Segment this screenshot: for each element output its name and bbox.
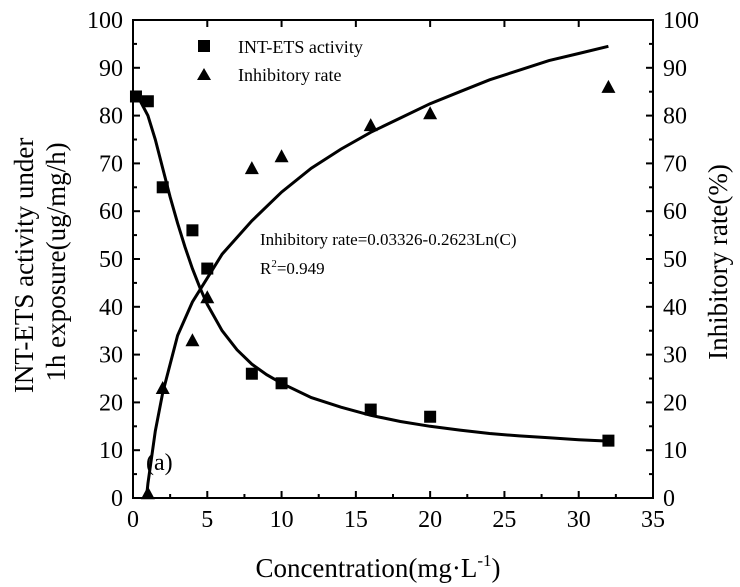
- left-y-tick-label: 30: [99, 343, 123, 369]
- int-ets-point: [141, 95, 154, 108]
- right-y-tick-label: 70: [663, 151, 687, 177]
- int-ets-point: [424, 410, 437, 423]
- right-y-tick-label: 60: [663, 199, 687, 225]
- inhibitory-rate-point: [200, 290, 215, 304]
- int-ets-point: [186, 224, 199, 237]
- legend-label-inhibitory-rate: Inhibitory rate: [238, 65, 341, 85]
- x-tick-label: 35: [641, 507, 665, 533]
- left-y-tick-label: 0: [111, 486, 123, 512]
- x-tick-label: 0: [127, 507, 139, 533]
- plot-frame: [132, 19, 654, 499]
- right-y-tick-label: 0: [663, 486, 675, 512]
- x-tick-label: 10: [270, 507, 294, 533]
- int-ets-point: [156, 181, 169, 194]
- panel-label: (a): [146, 450, 173, 476]
- left-y-tick-label: 20: [99, 390, 123, 416]
- left-y-tick-label: 100: [87, 8, 123, 34]
- inhibitory-rate-point: [601, 79, 616, 93]
- inhibitory-rate-point: [185, 333, 200, 347]
- right-y-tick-label: 30: [663, 343, 687, 369]
- left-axis-title-line1: INT-ETS activity under: [9, 138, 39, 393]
- int-ets-fit-curve: [134, 95, 609, 443]
- legend: INT-ETS activity Inhibitory rate: [197, 37, 363, 85]
- left-y-tick-label: 50: [99, 247, 123, 273]
- left-axis-title-line2: 1h exposure(ug/mg/h): [41, 142, 71, 381]
- x-tick-label: 5: [201, 507, 213, 533]
- inhibitory-rate-point: [423, 106, 438, 120]
- inhibitory-rate-point: [244, 161, 259, 175]
- left-y-tick-label: 10: [99, 438, 123, 464]
- equation-annotation: Inhibitory rate=0.03326-0.2623Ln(C): [260, 230, 517, 249]
- int-ets-point: [201, 262, 214, 275]
- left-y-tick-label: 40: [99, 295, 123, 321]
- legend-label-int-ets: INT-ETS activity: [238, 37, 363, 57]
- left-y-tick-label: 80: [99, 104, 123, 130]
- right-y-tick-label: 20: [663, 390, 687, 416]
- x-tick-label: 15: [344, 507, 368, 533]
- right-y-tick-label: 90: [663, 56, 687, 82]
- right-y-tick-label: 80: [663, 104, 687, 130]
- left-axis-title: INT-ETS activity under 1h exposure(ug/mg…: [9, 131, 71, 393]
- left-y-tick-label: 70: [99, 151, 123, 177]
- legend-square-marker: [198, 40, 210, 52]
- right-y-tick-label: 40: [663, 295, 687, 321]
- right-y-tick-label: 100: [663, 8, 699, 34]
- left-y-tick-label: 60: [99, 199, 123, 225]
- int-ets-point: [602, 434, 615, 447]
- int-ets-point: [245, 367, 258, 380]
- inhibitory-rate-fit-curve: [144, 44, 609, 499]
- x-tick-label: 20: [418, 507, 442, 533]
- int-ets-point: [129, 90, 142, 103]
- plot-area: 0 5 10 15 20 25 30 3501020304050607080901000102…: [87, 8, 699, 533]
- left-y-tick-label: 90: [99, 56, 123, 82]
- legend-triangle-marker: [197, 68, 211, 80]
- right-y-tick-label: 10: [663, 438, 687, 464]
- right-axis-title: Inhibitory rate(%): [703, 164, 733, 360]
- right-y-tick-label: 50: [663, 247, 687, 273]
- x-tick-label: 30: [567, 507, 591, 533]
- r-squared-annotation: R2=0.949: [260, 258, 325, 278]
- inhibitory-rate-point: [363, 118, 378, 132]
- int-ets-point: [364, 403, 377, 416]
- inhibitory-rate-point: [274, 149, 289, 163]
- int-ets-point: [275, 377, 288, 390]
- inhibitory-rate-point: [155, 381, 170, 395]
- inhibitory-rate-point: [140, 486, 155, 500]
- x-tick-label: 25: [492, 507, 516, 533]
- x-axis-title: Concentration(mg·L-1): [255, 551, 500, 583]
